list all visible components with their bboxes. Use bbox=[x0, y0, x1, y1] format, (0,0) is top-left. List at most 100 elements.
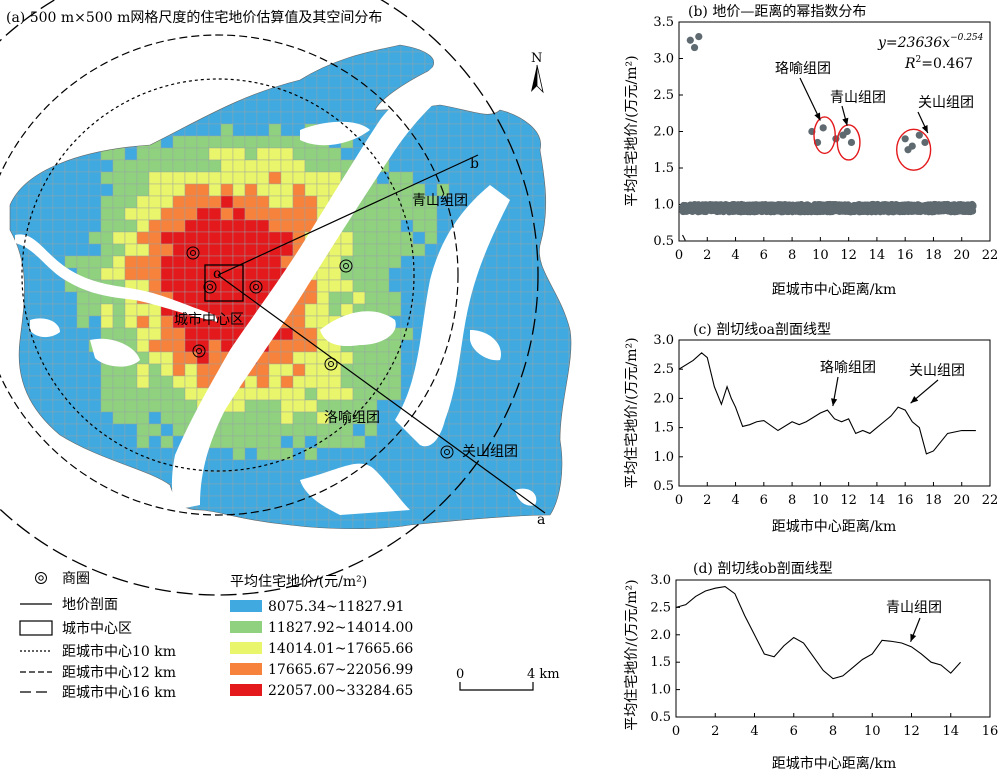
grid-cell bbox=[88, 183, 102, 197]
grid-cell bbox=[448, 507, 462, 521]
grid-cell bbox=[88, 63, 102, 77]
grid-cell bbox=[244, 111, 258, 125]
grid-cell bbox=[328, 51, 342, 65]
grid-cell bbox=[508, 123, 522, 137]
grid-cell bbox=[112, 327, 126, 341]
highlight-ellipse bbox=[836, 124, 861, 161]
grid-cell bbox=[544, 279, 558, 293]
grid-cell bbox=[448, 447, 462, 461]
grid-cell bbox=[400, 75, 414, 89]
grid-cell bbox=[184, 183, 198, 197]
grid-cell bbox=[232, 411, 246, 425]
y-tick-label: 3.0 bbox=[653, 333, 674, 348]
grid-cell bbox=[184, 147, 198, 161]
grid-cell bbox=[208, 135, 222, 149]
grid-cell bbox=[172, 207, 186, 221]
grid-cell bbox=[136, 171, 150, 185]
grid-cell bbox=[160, 339, 174, 353]
grid-cell bbox=[100, 267, 114, 281]
grid-cell bbox=[520, 135, 534, 149]
grid-cell bbox=[136, 99, 150, 113]
grid-cell bbox=[496, 519, 510, 529]
grid-cell bbox=[496, 387, 510, 401]
grid-cell bbox=[184, 351, 198, 365]
grid-cell bbox=[220, 471, 234, 485]
grid-cell bbox=[544, 51, 558, 65]
grid-cell bbox=[268, 207, 282, 221]
grid-cell bbox=[64, 423, 78, 437]
grid-cell bbox=[556, 267, 570, 281]
grid-cell bbox=[220, 423, 234, 437]
grid-cell bbox=[244, 147, 258, 161]
grid-cell bbox=[388, 447, 402, 461]
grid-cell bbox=[340, 375, 354, 389]
tangxun-lake bbox=[300, 463, 410, 515]
grid-cell bbox=[412, 279, 426, 293]
grid-cell bbox=[136, 435, 150, 449]
grid-cell bbox=[484, 171, 498, 185]
grid-cell bbox=[400, 45, 414, 53]
grid-cell bbox=[220, 63, 234, 77]
grid-cell bbox=[328, 519, 342, 529]
grid-cell bbox=[16, 111, 30, 125]
grid-cell bbox=[100, 459, 114, 473]
y-tick-label: 2.0 bbox=[653, 125, 674, 140]
grid-cell bbox=[16, 327, 30, 341]
grid-cell bbox=[508, 507, 522, 521]
grid-cell bbox=[496, 63, 510, 77]
grid-cell bbox=[448, 411, 462, 425]
profile-line-ob bbox=[217, 154, 479, 276]
grid-cell bbox=[136, 195, 150, 209]
grid-cell bbox=[556, 63, 570, 77]
grid-cell bbox=[460, 399, 474, 413]
east-lake bbox=[395, 185, 510, 447]
grid-cell bbox=[136, 399, 150, 413]
grid-cell bbox=[268, 411, 282, 425]
grid-cell bbox=[376, 279, 390, 293]
grid-cell bbox=[76, 315, 90, 329]
grid-cell bbox=[520, 171, 534, 185]
grid-cell bbox=[544, 519, 558, 529]
grid-cell bbox=[460, 111, 474, 125]
grid-cell bbox=[10, 195, 18, 209]
x-tick-label: 18 bbox=[925, 248, 942, 263]
grid-cell bbox=[100, 195, 114, 209]
x-tick-label: 6 bbox=[760, 493, 768, 508]
legend-item-label: 商圈 bbox=[62, 571, 90, 587]
svg-text:y=23636x−0.254: y=23636x−0.254 bbox=[877, 33, 984, 51]
grid-cell bbox=[184, 159, 198, 173]
grid-cell bbox=[568, 435, 572, 449]
grid-cell bbox=[532, 399, 546, 413]
grid-cell bbox=[112, 207, 126, 221]
grid-cell bbox=[244, 207, 258, 221]
grid-cell bbox=[568, 399, 572, 413]
grid-cell bbox=[16, 507, 30, 521]
grid-cell bbox=[232, 159, 246, 173]
grid-cell bbox=[100, 327, 114, 341]
chart-b-annotation: 珞喻组团 bbox=[775, 61, 831, 77]
grid-cell bbox=[160, 219, 174, 233]
grid-cell bbox=[460, 471, 474, 485]
grid-cell bbox=[256, 219, 270, 233]
grid-cell bbox=[484, 303, 498, 317]
grid-cell bbox=[436, 111, 450, 125]
grid-cell bbox=[388, 255, 402, 269]
grid-cell bbox=[220, 291, 234, 305]
grid-cell bbox=[280, 447, 294, 461]
grid-cell bbox=[280, 99, 294, 113]
grid-cell bbox=[76, 435, 90, 449]
grid-cell bbox=[544, 231, 558, 245]
grid-cell bbox=[388, 303, 402, 317]
grid-cell bbox=[64, 195, 78, 209]
grid-cell bbox=[304, 507, 318, 521]
grid-cell bbox=[244, 51, 258, 65]
grid-cell bbox=[496, 375, 510, 389]
grid-cell bbox=[208, 471, 222, 485]
grid-cell bbox=[568, 375, 572, 389]
grid-cell bbox=[124, 387, 138, 401]
scale-end: 4 km bbox=[527, 667, 560, 682]
grid-cell bbox=[424, 207, 438, 221]
grid-cell bbox=[508, 315, 522, 329]
grid-cell bbox=[88, 207, 102, 221]
grid-cell bbox=[568, 111, 572, 125]
